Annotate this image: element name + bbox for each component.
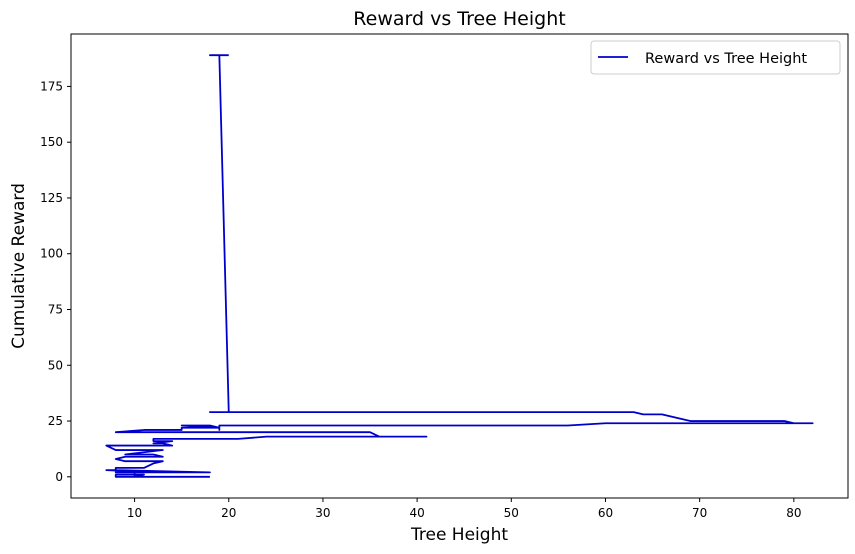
x-axis: 10 20 30 40 50 60 70 80: [127, 498, 801, 520]
x-tick-label: 70: [692, 506, 707, 520]
legend-label-reward: Reward vs Tree Height: [645, 51, 807, 67]
y-tick-label: 125: [40, 191, 63, 205]
x-tick-label: 20: [221, 506, 236, 520]
y-tick-label: 100: [40, 247, 63, 261]
y-tick-label: 25: [48, 414, 63, 428]
y-axis-title: Cumulative Reward: [9, 183, 29, 349]
x-axis-title: Tree Height: [410, 525, 508, 545]
x-tick-label: 50: [504, 506, 519, 520]
chart-title: Reward vs Tree Height: [353, 8, 565, 30]
plot-area-frame: [70, 33, 849, 499]
y-axis: 0 25 50 75 100 125 150 175: [40, 79, 71, 484]
legend-box: [590, 40, 841, 75]
y-tick-label: 0: [55, 470, 63, 484]
series-line-reward: [105, 54, 814, 478]
x-tick-label: 10: [127, 506, 142, 520]
x-tick-label: 30: [315, 506, 330, 520]
series-layer: [105, 54, 814, 478]
y-tick-label: 75: [48, 303, 63, 317]
x-tick-label: 40: [409, 506, 424, 520]
y-tick-label: 50: [48, 358, 63, 372]
legend: Reward vs Tree Height: [590, 40, 841, 75]
y-tick-label: 175: [40, 79, 63, 93]
y-tick-label: 150: [40, 135, 63, 149]
x-tick-label: 60: [598, 506, 613, 520]
x-tick-label: 80: [786, 506, 801, 520]
